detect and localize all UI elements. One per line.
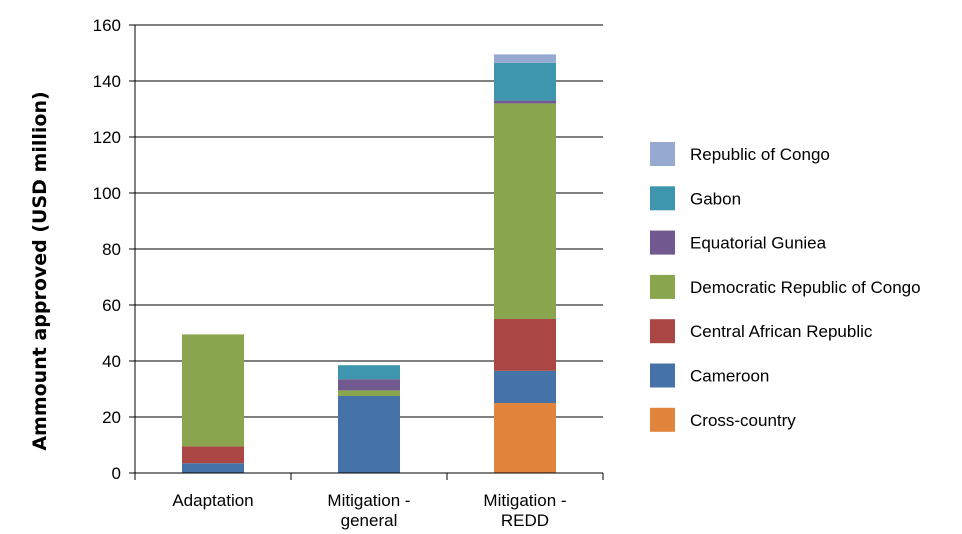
bar-segment bbox=[494, 54, 556, 63]
legend-label: Democratic Republic of Congo bbox=[690, 278, 921, 297]
y-tick-label: 120 bbox=[93, 128, 121, 147]
bar-segment bbox=[494, 370, 556, 403]
legend-swatch bbox=[650, 186, 675, 211]
bar-segment bbox=[182, 334, 244, 447]
bar-segment bbox=[338, 396, 400, 473]
x-category-label: general bbox=[341, 511, 398, 530]
bar-segment bbox=[338, 365, 400, 380]
legend-label: Cross-country bbox=[690, 411, 796, 430]
y-tick-label: 160 bbox=[93, 16, 121, 35]
legend-swatch bbox=[650, 319, 675, 344]
bars bbox=[182, 54, 556, 473]
x-category-label: Mitigation - bbox=[483, 491, 566, 510]
x-category-label: REDD bbox=[501, 511, 549, 530]
bar-segment bbox=[494, 319, 556, 371]
bar-segment bbox=[494, 403, 556, 473]
legend-label: Central African Republic bbox=[690, 322, 873, 341]
y-tick-label: 140 bbox=[93, 72, 121, 91]
legend-label: Gabon bbox=[690, 189, 741, 208]
bar-segment bbox=[494, 103, 556, 320]
legend-swatch bbox=[650, 230, 675, 255]
y-tick-label: 20 bbox=[102, 408, 121, 427]
bar-segment bbox=[494, 62, 556, 101]
legend-swatch bbox=[650, 363, 675, 388]
bar-segment bbox=[494, 100, 556, 104]
y-tick-label: 0 bbox=[112, 464, 121, 483]
legend-label: Equatorial Guniea bbox=[690, 234, 827, 253]
y-tick-labels: 0 20 40 60 80 100 120 140 160 bbox=[93, 16, 135, 483]
x-category-labels: Adaptation Mitigation -generalMitigation … bbox=[172, 491, 566, 530]
legend-swatch bbox=[650, 274, 675, 299]
y-tick-label: 40 bbox=[102, 352, 121, 371]
x-category-label: Mitigation - bbox=[327, 491, 410, 510]
bar-segment bbox=[338, 390, 400, 396]
legend: Republic of Congo Gabon Equatorial Guniea D… bbox=[650, 142, 921, 432]
y-tick-label: 100 bbox=[93, 184, 121, 203]
y-tick-label: 80 bbox=[102, 240, 121, 259]
legend-swatch bbox=[650, 407, 675, 432]
legend-label: Cameroon bbox=[690, 367, 769, 386]
bar-segment bbox=[182, 446, 244, 464]
legend-label: Republic of Congo bbox=[690, 145, 830, 164]
x-category-label: Adaptation bbox=[172, 491, 253, 510]
bar-segment bbox=[182, 463, 244, 473]
y-axis-label: Ammount approved (USD million) bbox=[29, 91, 51, 450]
y-tick-label: 60 bbox=[102, 296, 121, 315]
bar-segment bbox=[338, 379, 400, 391]
legend-swatch bbox=[650, 142, 675, 166]
